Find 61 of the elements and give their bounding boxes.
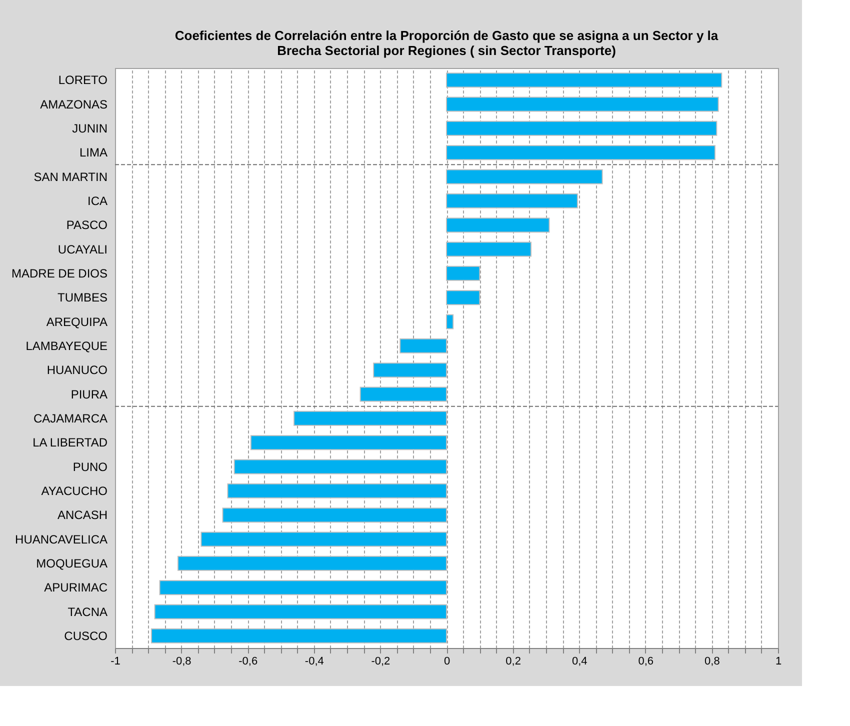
- text: Brecha Sectorial por Regiones ( sin Sector Transporte): [277, 43, 616, 58]
- y-tick-label: LAMBAYEQUE: [26, 338, 108, 353]
- bar: [227, 483, 447, 498]
- bar: [446, 314, 454, 330]
- bar: [446, 120, 718, 136]
- y-tick-label: PIURA: [70, 387, 108, 402]
- bar: [373, 362, 447, 378]
- x-tick-label: -0,8: [172, 656, 192, 668]
- y-tick-label: LIMA: [79, 146, 108, 160]
- y-tick-label: HUANCAVELICA: [15, 532, 108, 546]
- bar: [446, 290, 480, 306]
- x-tick-label: -0,2: [371, 656, 390, 668]
- x-tick-label: 0,2: [506, 656, 521, 668]
- y-tick-label: UCAYALI: [58, 242, 108, 256]
- y-tick-label: MOQUEGUA: [36, 556, 108, 570]
- y-tick-label: PASCO: [66, 218, 108, 232]
- y-tick-label: TACNA: [68, 604, 108, 619]
- bar: [446, 266, 480, 281]
- y-tick-label: AYACUCHO: [41, 484, 108, 498]
- y-tick-label: ANCASH: [57, 508, 108, 522]
- bar: [446, 242, 532, 257]
- y-tick-label: HUANUCO: [46, 363, 108, 378]
- y-tick-label: AMAZONAS: [40, 97, 108, 112]
- bar: [360, 386, 447, 402]
- y-tick-label: MADRE DE DIOS: [11, 266, 108, 280]
- bar: [400, 338, 447, 354]
- bar: [177, 556, 447, 571]
- x-tick-label: 0,4: [572, 656, 588, 668]
- x-tick-label: 0: [444, 656, 450, 668]
- text: Coeficientes de Correlación entre la Proporción de Gasto que se asigna a un Sector y la: [174, 28, 718, 43]
- y-tick-label: LA LIBERTAD: [32, 436, 108, 450]
- y-tick-label: JUNIN: [72, 121, 108, 136]
- y-tick-label: LORETO: [58, 73, 108, 88]
- y-tick-label: CUSCO: [64, 628, 108, 643]
- bar: [150, 628, 447, 644]
- bar: [446, 96, 719, 112]
- bar: [234, 459, 447, 474]
- bar: [154, 604, 447, 620]
- x-tick-label: -0,4: [304, 656, 324, 668]
- bar: [222, 508, 447, 523]
- y-tick-label: AREQUIPA: [46, 314, 108, 329]
- x-tick-label: -1: [110, 656, 120, 668]
- bar: [446, 193, 578, 208]
- y-tick-label: PUNO: [72, 460, 108, 474]
- y-tick-label: CAJAMARCA: [33, 411, 108, 426]
- x-tick-label: -0,6: [238, 656, 258, 668]
- y-tick-label: APURIMAC: [44, 580, 108, 595]
- bar: [446, 218, 550, 233]
- bar: [446, 72, 722, 88]
- x-tick-label: 0,6: [638, 656, 654, 668]
- y-tick-label: SAN MARTIN: [34, 170, 108, 184]
- x-tick-label: 1: [775, 656, 782, 668]
- bar: [250, 435, 447, 450]
- bar: [294, 410, 447, 426]
- bar: [446, 169, 603, 184]
- y-tick-label: ICA: [87, 194, 108, 208]
- bar: [200, 532, 447, 547]
- bar: [159, 580, 447, 596]
- bar: [446, 145, 716, 160]
- y-tick-label: TUMBES: [57, 290, 108, 305]
- x-tick-label: 0,8: [704, 656, 720, 668]
